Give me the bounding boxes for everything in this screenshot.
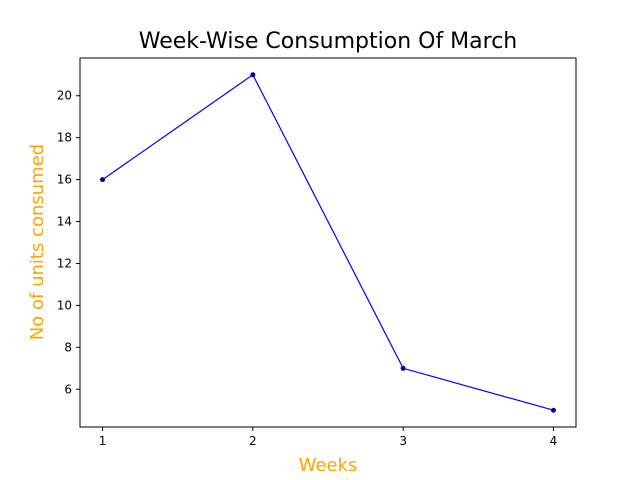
- plot-area: [79, 57, 577, 428]
- x-axis-label: Weeks: [299, 455, 358, 476]
- y-tick-label: 12: [57, 256, 72, 270]
- series-line: [102, 73, 554, 411]
- data-point: [100, 177, 106, 183]
- y-tick-label: 10: [57, 298, 72, 312]
- data-point: [550, 407, 556, 413]
- y-tick-label: 16: [57, 173, 72, 187]
- x-tick-label: 4: [550, 434, 558, 448]
- y-tick-label: 18: [57, 131, 72, 145]
- data-point: [400, 365, 406, 371]
- x-tick-label: 2: [249, 434, 257, 448]
- data-point: [250, 72, 256, 78]
- y-tick-label: 14: [57, 215, 72, 229]
- x-tick-label: 3: [399, 434, 407, 448]
- x-tick-label: 1: [99, 434, 107, 448]
- x-axis-ticks: 1 2 3 4: [99, 427, 558, 448]
- y-tick-label: 20: [57, 89, 72, 103]
- y-tick-label: 8: [64, 340, 72, 354]
- series-layer: [100, 72, 556, 413]
- y-axis-label: No of units consumed: [27, 144, 48, 340]
- y-tick-label: 6: [64, 382, 72, 396]
- y-axis-ticks: 6 8 10 12 14 16 18 20: [57, 89, 80, 396]
- chart-title: Week-Wise Consumption Of March: [139, 29, 518, 54]
